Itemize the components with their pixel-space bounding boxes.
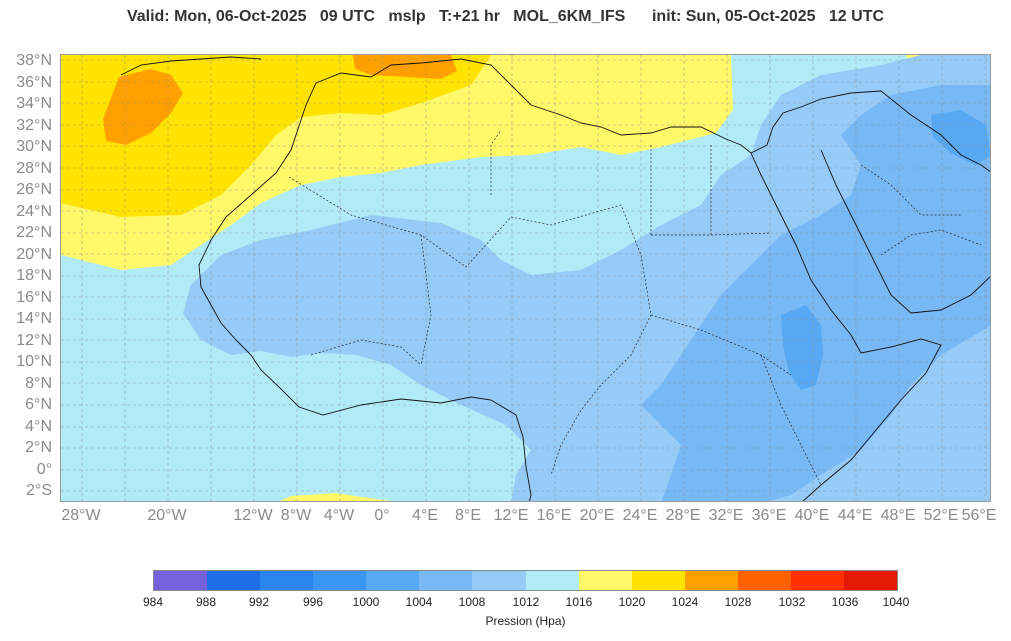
lon-label: 8°E [455, 507, 481, 524]
colorbar [153, 570, 898, 591]
lon-label: 8°W [280, 507, 312, 524]
colorbar-swatch [525, 571, 579, 590]
colorbar-swatch [472, 571, 526, 590]
colorbar-swatch [737, 571, 791, 590]
lon-label: 28°E [665, 507, 701, 524]
field-1000-arabia [931, 110, 990, 165]
lat-label: 12°N [16, 332, 52, 349]
lat-label: 18°N [16, 267, 52, 284]
lat-label: 34°N [16, 95, 52, 112]
colorbar-tick: 1004 [405, 595, 433, 609]
colorbar-swatch [844, 571, 898, 590]
colorbar-tick: 996 [302, 595, 324, 609]
lat-label: 22°N [16, 224, 52, 241]
lat-label: 10°N [16, 353, 52, 370]
lon-label: 16°E [536, 507, 572, 524]
lon-label: 36°E [751, 507, 787, 524]
colorbar-swatch [419, 571, 473, 590]
lon-label: 12°E [493, 507, 529, 524]
lat-label: 32°N [16, 117, 52, 134]
colorbar-tick: 1024 [671, 595, 699, 609]
lon-label: 32°E [708, 507, 744, 524]
field-1028-core-north [353, 55, 457, 79]
lon-label: 4°W [323, 507, 355, 524]
lon-label: 24°E [622, 507, 658, 524]
lat-label: 26°N [16, 181, 52, 198]
map-title: Valid: Mon, 06-Oct-2025 09 UTC mslp T:+2… [126, 8, 885, 25]
field-1004 [641, 85, 990, 501]
lon-label: 28°W [61, 507, 101, 524]
lat-label: 16°N [16, 289, 52, 306]
colorbar-swatch [578, 571, 632, 590]
lon-label: 4°E [412, 507, 438, 524]
field-1000-ethiopia [781, 305, 823, 390]
lat-label: 14°N [16, 310, 52, 327]
lat-label: 30°N [16, 138, 52, 155]
colorbar-tick: 1008 [458, 595, 486, 609]
colorbar-swatch [684, 571, 738, 590]
lon-label: 0° [374, 507, 390, 524]
colorbar-tick: 1020 [618, 595, 646, 609]
field-1020-south [280, 493, 391, 501]
colorbar-title: Pression (Hpa) [485, 614, 566, 628]
lon-label: 12°W [233, 507, 273, 524]
colorbar-swatch [154, 571, 208, 590]
lat-label: 6°N [25, 396, 52, 413]
lon-label: 44°E [837, 507, 873, 524]
field-1028-core-west [103, 69, 183, 145]
lon-label: 56°E [961, 507, 997, 524]
colorbar-tick: 988 [195, 595, 217, 609]
colorbar-tick: 984 [142, 595, 164, 609]
colorbar-tick: 1036 [831, 595, 859, 609]
pressure-field [61, 55, 990, 501]
lon-label: 52°E [923, 507, 959, 524]
lat-label: 8°N [25, 375, 52, 392]
colorbar-tick: 1040 [882, 595, 910, 609]
graticule [61, 55, 990, 501]
colorbar-tick: 1032 [778, 595, 806, 609]
pressure-map[interactable] [60, 54, 991, 502]
country-borders [288, 129, 982, 486]
lat-label: 36°N [16, 74, 52, 91]
colorbar-swatch [313, 571, 367, 590]
lon-label: 40°E [794, 507, 830, 524]
colorbar-swatch [631, 571, 685, 590]
lon-label: 20°E [579, 507, 615, 524]
lon-label: 20°W [147, 507, 187, 524]
lat-label: 28°N [16, 160, 52, 177]
colorbar-swatch [366, 571, 420, 590]
colorbar-tick: 1012 [512, 595, 540, 609]
coastlines [120, 56, 990, 501]
lat-label: 0° [36, 461, 52, 478]
lat-label: 24°N [16, 203, 52, 220]
lat-label: 2°N [25, 439, 52, 456]
colorbar-tick: 992 [248, 595, 270, 609]
colorbar-swatch [790, 571, 845, 590]
lat-label: 38°N [16, 52, 52, 69]
lat-label: 4°N [25, 418, 52, 435]
lat-label: 20°N [16, 246, 52, 263]
colorbar-tick: 1028 [724, 595, 752, 609]
colorbar-tick: 1000 [352, 595, 380, 609]
colorbar-swatch [260, 571, 314, 590]
lat-label: 2°S [26, 482, 52, 499]
colorbar-swatch [207, 571, 261, 590]
colorbar-tick: 1016 [565, 595, 593, 609]
lon-label: 48°E [880, 507, 916, 524]
